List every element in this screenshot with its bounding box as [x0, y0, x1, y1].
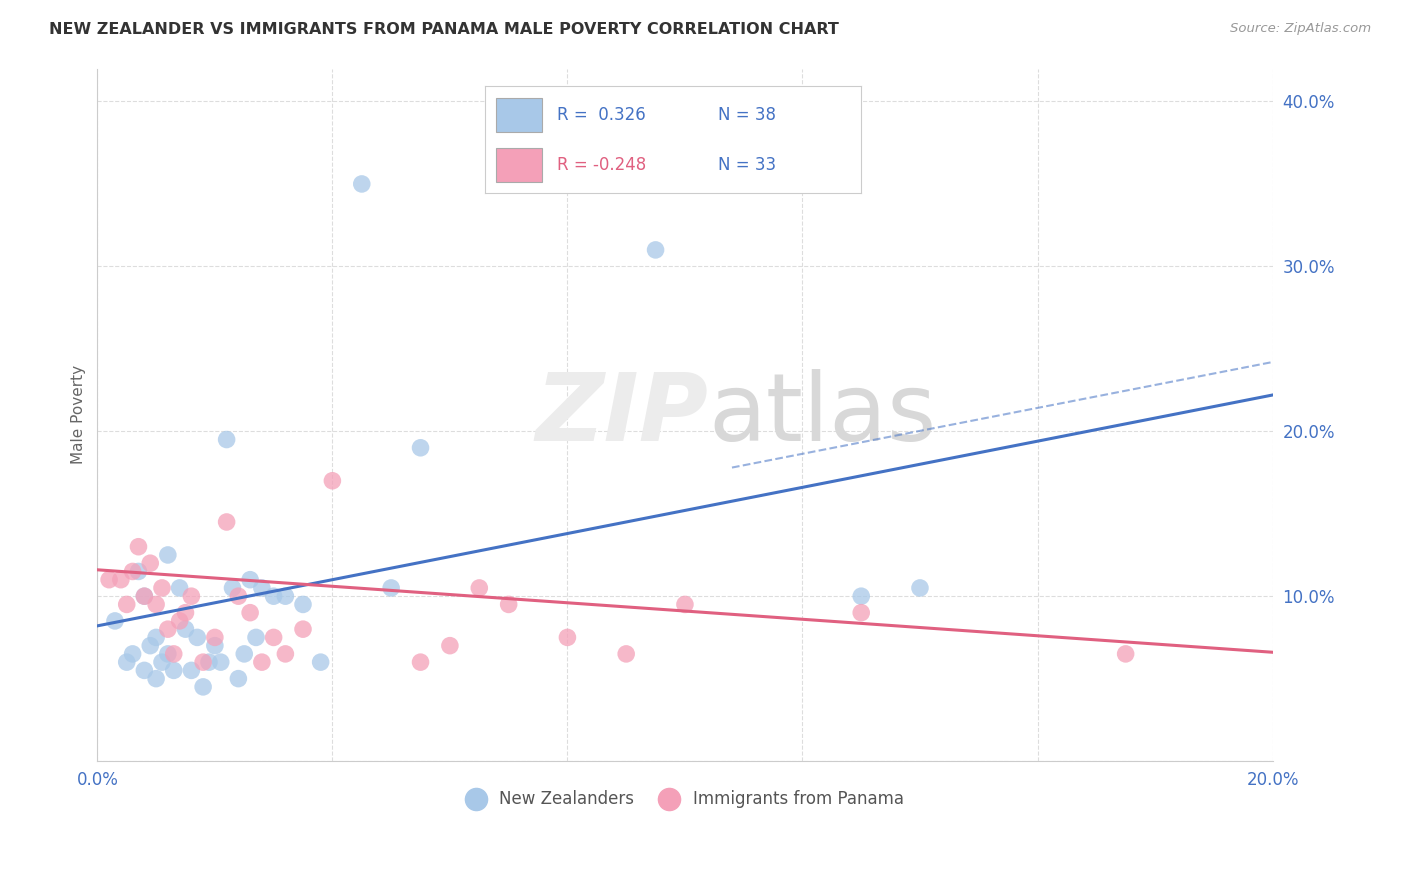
Point	[145, 672, 167, 686]
Point	[851, 589, 873, 603]
Point	[121, 647, 143, 661]
Text: ZIP: ZIP	[536, 368, 709, 461]
Point	[673, 598, 696, 612]
Point	[350, 177, 373, 191]
Point	[498, 598, 520, 612]
Point	[239, 573, 262, 587]
Point	[1115, 647, 1137, 661]
Point	[309, 655, 332, 669]
Text: Source: ZipAtlas.com: Source: ZipAtlas.com	[1230, 22, 1371, 36]
Point	[215, 515, 238, 529]
Point	[174, 622, 197, 636]
Point	[127, 565, 149, 579]
Point	[409, 655, 432, 669]
Point	[204, 631, 226, 645]
Point	[163, 647, 186, 661]
Point	[186, 631, 208, 645]
Point	[115, 655, 138, 669]
Point	[851, 606, 873, 620]
Point	[169, 614, 191, 628]
Point	[409, 441, 432, 455]
Point	[221, 581, 243, 595]
Point	[139, 639, 162, 653]
Point	[239, 606, 262, 620]
Point	[292, 598, 315, 612]
Point	[156, 647, 179, 661]
Point	[274, 647, 297, 661]
Point	[169, 581, 191, 595]
Point	[134, 664, 156, 678]
Point	[134, 589, 156, 603]
Point	[127, 540, 149, 554]
Point	[98, 573, 121, 587]
Point	[191, 655, 214, 669]
Legend: New Zealanders, Immigrants from Panama: New Zealanders, Immigrants from Panama	[460, 784, 911, 815]
Point	[104, 614, 127, 628]
Point	[439, 639, 461, 653]
Point	[150, 581, 173, 595]
Point	[908, 581, 931, 595]
Point	[115, 598, 138, 612]
Point	[614, 647, 637, 661]
Point	[145, 631, 167, 645]
Point	[233, 647, 256, 661]
Point	[198, 655, 221, 669]
Point	[139, 556, 162, 570]
Y-axis label: Male Poverty: Male Poverty	[72, 365, 86, 465]
Point	[110, 573, 132, 587]
Point	[209, 655, 232, 669]
Point	[156, 622, 179, 636]
Point	[204, 639, 226, 653]
Point	[215, 433, 238, 447]
Point	[156, 548, 179, 562]
Point	[121, 565, 143, 579]
Text: NEW ZEALANDER VS IMMIGRANTS FROM PANAMA MALE POVERTY CORRELATION CHART: NEW ZEALANDER VS IMMIGRANTS FROM PANAMA …	[49, 22, 839, 37]
Point	[180, 664, 202, 678]
Point	[250, 581, 273, 595]
Point	[245, 631, 267, 645]
Point	[557, 631, 579, 645]
Point	[134, 589, 156, 603]
Point	[380, 581, 402, 595]
Point	[228, 672, 250, 686]
Point	[274, 589, 297, 603]
Point	[145, 598, 167, 612]
Point	[644, 243, 666, 257]
Point	[174, 606, 197, 620]
Text: atlas: atlas	[709, 368, 936, 461]
Point	[321, 474, 343, 488]
Point	[228, 589, 250, 603]
Point	[150, 655, 173, 669]
Point	[180, 589, 202, 603]
Point	[468, 581, 491, 595]
Point	[292, 622, 315, 636]
Point	[263, 631, 285, 645]
Point	[263, 589, 285, 603]
Point	[250, 655, 273, 669]
Point	[163, 664, 186, 678]
Point	[191, 680, 214, 694]
